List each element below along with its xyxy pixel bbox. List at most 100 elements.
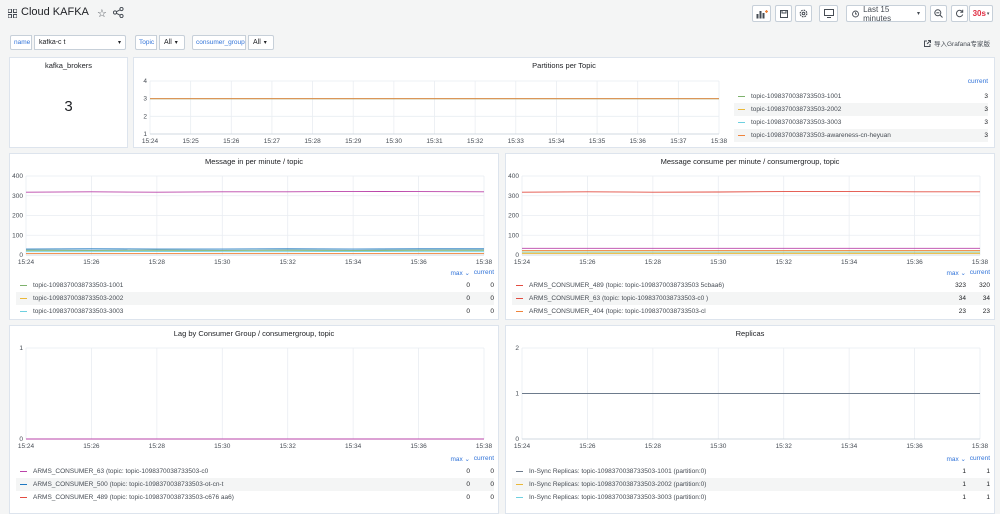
panel-title: Message consume per minute / consumergro… bbox=[660, 157, 840, 166]
replicas-chart: 0 1 2 15:24 15:26 15:28 15:30 15:32 15:34 15:36 15… bbox=[514, 345, 989, 450]
legend-max-header[interactable]: max ⌄ bbox=[450, 456, 470, 463]
legend-series-name: In-Sync Replicas: topic-1098370038733503… bbox=[529, 481, 707, 488]
panel-message-in[interactable]: Message in per minute / topic 0 100 200 300… bbox=[9, 153, 499, 320]
x-tick-label: 15:26 bbox=[83, 443, 100, 450]
x-tick-label: 15:32 bbox=[467, 138, 484, 145]
y-tick-label: 400 bbox=[508, 173, 519, 180]
panel-partitions-per-topic[interactable]: Partitions per Topic 1 2 3 4 15:24 15:25 15:26… bbox=[133, 57, 995, 148]
legend-item[interactable]: ARMS_CONSUMER_500 (topic: topic-10983700… bbox=[16, 478, 494, 491]
x-tick-label: 15:24 bbox=[142, 138, 159, 145]
y-tick-label: 200 bbox=[12, 213, 23, 220]
legend-header: current bbox=[964, 78, 988, 85]
partitions-chart: 1 2 3 4 15:24 15:25 15:26 15:27 15:28 15:29 15:30 1… bbox=[142, 78, 728, 145]
settings-button[interactable] bbox=[795, 5, 812, 22]
legend-current-value: 3 bbox=[984, 132, 988, 139]
panel-kafka-brokers[interactable]: kafka_brokers 3 bbox=[9, 57, 128, 148]
legend-current-header[interactable]: current bbox=[969, 269, 990, 276]
y-tick-label: 1 bbox=[19, 345, 23, 352]
legend-series-name: topic-1098370038733503-1001 bbox=[751, 93, 842, 100]
legend-series-name: In-Sync Replicas: topic-1098370038733503… bbox=[529, 468, 707, 475]
x-tick-label: 15:28 bbox=[149, 259, 166, 266]
legend-current-header[interactable]: current bbox=[969, 455, 990, 462]
chevron-down-icon: ▾ bbox=[916, 11, 920, 17]
import-grafana-link[interactable]: 导入Grafana专家版 bbox=[924, 38, 990, 48]
star-icon[interactable]: ☆ bbox=[97, 8, 107, 20]
x-tick-label: 15:34 bbox=[841, 443, 858, 450]
dashboard-title[interactable]: Cloud KAFKA bbox=[21, 6, 89, 18]
legend-max-header[interactable]: max ⌄ bbox=[450, 270, 470, 277]
legend-item[interactable]: topic-1098370038733503-1001 0 0 bbox=[16, 279, 494, 292]
legend-item[interactable]: topic-1098370038733503-1001 3 bbox=[734, 90, 988, 103]
variable-select-name[interactable]: kafka-c t ▾ bbox=[34, 35, 126, 50]
legend-item[interactable]: In-Sync Replicas: topic-1098370038733503… bbox=[512, 465, 990, 478]
legend-item[interactable]: topic-1098370038733503-2002 0 0 bbox=[16, 292, 494, 305]
save-icon bbox=[779, 9, 788, 18]
legend-max-header[interactable]: max ⌄ bbox=[946, 270, 966, 277]
variable-select-consumer-group[interactable]: All ▾ bbox=[248, 35, 274, 50]
legend-series-name: ARMS_CONSUMER_489 (topic: topic-10983700… bbox=[529, 282, 725, 289]
panel-lag-by-consumer-group[interactable]: Lag by Consumer Group / consumergroup, t… bbox=[9, 325, 499, 514]
legend-series-name: ARMS_CONSUMER_63 (topic: topic-109837003… bbox=[33, 468, 209, 475]
clock-icon bbox=[852, 10, 859, 17]
legend-current-header[interactable]: current bbox=[473, 269, 494, 276]
message-consume-legend: max ⌄ current ARMS_CONSUMER_489 (topic: to… bbox=[512, 269, 990, 319]
panel-title: Replicas bbox=[735, 329, 765, 338]
legend-current-header[interactable]: current bbox=[473, 455, 494, 462]
x-tick-label: 15:27 bbox=[264, 138, 281, 145]
y-tick-label: 4 bbox=[143, 78, 147, 85]
legend-max-value: 1 bbox=[962, 481, 966, 488]
y-tick-label: 100 bbox=[12, 232, 23, 239]
x-tick-label: 15:38 bbox=[972, 443, 989, 450]
legend-item[interactable]: ARMS_CONSUMER_404 (topic: topic-10983700… bbox=[512, 305, 990, 318]
replicas-legend: max ⌄ current In-Sync Replicas: topic-1098… bbox=[512, 455, 990, 514]
x-tick-label: 15:26 bbox=[83, 259, 100, 266]
legend-item[interactable]: topic-1098370038733503-3003 3 bbox=[734, 116, 988, 129]
x-tick-label: 15:28 bbox=[645, 443, 662, 450]
panel-title: kafka_brokers bbox=[44, 61, 93, 70]
legend-item[interactable]: ARMS_CONSUMER_489 (topic: topic-10983700… bbox=[16, 491, 494, 504]
zoom-out-button[interactable] bbox=[930, 5, 947, 22]
time-picker-button[interactable]: Last 15 minutes ▾ bbox=[846, 5, 926, 23]
legend-item[interactable]: In-Sync Replicas: topic-1098370038733503… bbox=[512, 478, 990, 491]
legend-max-value: 323 bbox=[955, 282, 966, 289]
refresh-icon bbox=[955, 9, 964, 18]
refresh-interval-picker[interactable]: 30s ▾ bbox=[969, 5, 993, 22]
legend-swatch bbox=[738, 134, 745, 137]
cycle-view-mode-button[interactable] bbox=[819, 5, 838, 22]
save-dashboard-button[interactable] bbox=[775, 5, 792, 22]
legend-header: max ⌄ current bbox=[446, 455, 494, 463]
x-tick-label: 15:32 bbox=[280, 443, 297, 450]
legend-series-name: In-Sync Replicas: topic-1098370038733503… bbox=[529, 494, 707, 501]
panel-replicas[interactable]: Replicas 0 1 2 15:24 15:26 15:28 15:30 15:32 15:… bbox=[505, 325, 995, 514]
legend-item[interactable]: ARMS_CONSUMER_63 (topic: topic-109837003… bbox=[512, 292, 990, 305]
legend-item[interactable]: topic-1098370038733503-2002 3 bbox=[734, 103, 988, 116]
legend-max-value: 0 bbox=[466, 295, 470, 302]
zoom-out-icon bbox=[934, 9, 943, 18]
legend-header: max ⌄ current bbox=[942, 455, 990, 463]
x-tick-label: 15:35 bbox=[589, 138, 606, 145]
x-tick-label: 15:34 bbox=[548, 138, 565, 145]
x-tick-label: 15:33 bbox=[508, 138, 525, 145]
share-icon[interactable] bbox=[113, 7, 124, 18]
panel-title: Partitions per Topic bbox=[532, 61, 596, 70]
add-panel-button[interactable] bbox=[752, 5, 771, 22]
legend-max-value: 0 bbox=[466, 481, 470, 488]
x-tick-label: 15:34 bbox=[345, 443, 362, 450]
panel-title: Message in per minute / topic bbox=[205, 157, 303, 166]
legend-item[interactable]: ARMS_CONSUMER_63 (topic: topic-109837003… bbox=[16, 465, 494, 478]
x-tick-label: 15:32 bbox=[776, 443, 793, 450]
legend-item[interactable]: topic-1098370038733503-3003 0 0 bbox=[16, 305, 494, 318]
legend-item[interactable]: In-Sync Replicas: topic-1098370038733503… bbox=[512, 491, 990, 504]
legend-item[interactable]: topic-1098370038733503-awareness-cn-heyu… bbox=[734, 129, 988, 142]
refresh-button[interactable] bbox=[951, 5, 968, 22]
panel-message-consume[interactable]: Message consume per minute / consumergro… bbox=[505, 153, 995, 320]
legend-swatch bbox=[516, 297, 523, 300]
x-tick-label: 15:30 bbox=[386, 138, 403, 145]
legend-current-header[interactable]: current bbox=[967, 78, 988, 85]
variable-select-topic[interactable]: All ▾ bbox=[159, 35, 185, 50]
y-tick-label: 300 bbox=[12, 193, 23, 200]
legend-item[interactable]: ARMS_CONSUMER_489 (topic: topic-10983700… bbox=[512, 279, 990, 292]
dashboard-grid-icon bbox=[8, 9, 17, 18]
x-tick-label: 15:24 bbox=[514, 259, 531, 266]
legend-max-header[interactable]: max ⌄ bbox=[946, 456, 966, 463]
